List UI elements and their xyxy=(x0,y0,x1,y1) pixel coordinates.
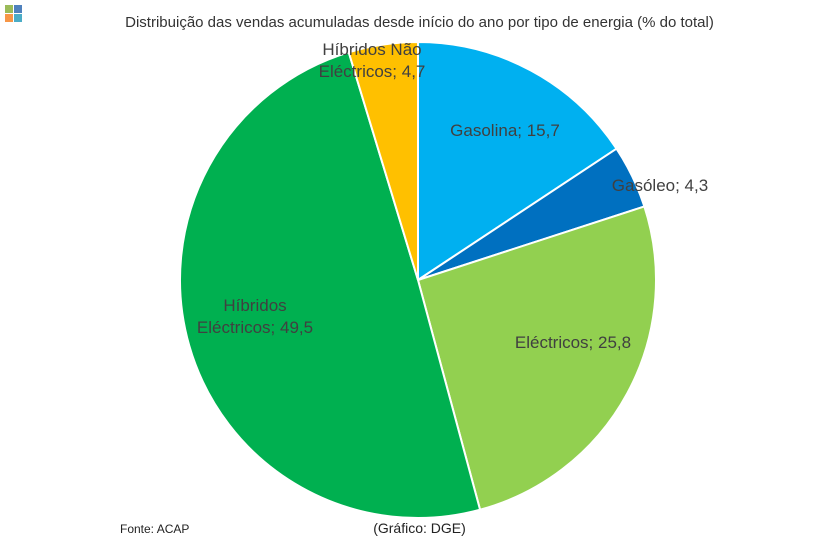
slice-label-line: Híbridos Não xyxy=(322,40,421,59)
credit-note: (Gráfico: DGE) xyxy=(373,520,466,536)
slice-label-line: Eléctricos; 49,5 xyxy=(197,318,313,337)
logo-square-1 xyxy=(5,5,13,13)
slice-label: Gasolina; 15,7 xyxy=(450,121,560,140)
slice-label-line: Gasolina; 15,7 xyxy=(450,121,560,140)
source-note: Fonte: ACAP xyxy=(120,522,190,536)
slice-label-line: Eléctricos; 25,8 xyxy=(515,333,631,352)
slice-label-line: Eléctricos; 4,7 xyxy=(319,62,426,81)
logo-square-2 xyxy=(14,5,22,13)
slice-label-line: Gasóleo; 4,3 xyxy=(612,176,708,195)
pie-slice xyxy=(417,40,618,282)
slice-label-line: Híbridos xyxy=(223,296,286,315)
slice-label: Gasóleo; 4,3 xyxy=(612,176,708,195)
logo-square-3 xyxy=(5,14,13,22)
slice-label: Eléctricos; 25,8 xyxy=(515,333,631,352)
pie-slice xyxy=(347,40,419,281)
logo-square-4 xyxy=(14,14,22,22)
pie-slice xyxy=(416,205,657,511)
chart-title: Distribuição das vendas acumuladas desde… xyxy=(125,14,714,31)
pie-slices xyxy=(179,40,657,519)
logo-icon xyxy=(5,5,23,23)
pie-slice xyxy=(179,51,482,519)
pie-labels: Gasolina; 15,7 Gasóleo; 4,3 Eléctricos; 25… xyxy=(197,40,708,352)
slice-label: Híbridos Não Eléctricos; 4,7 xyxy=(319,40,426,81)
slice-label: Híbridos Eléctricos; 49,5 xyxy=(197,296,313,337)
